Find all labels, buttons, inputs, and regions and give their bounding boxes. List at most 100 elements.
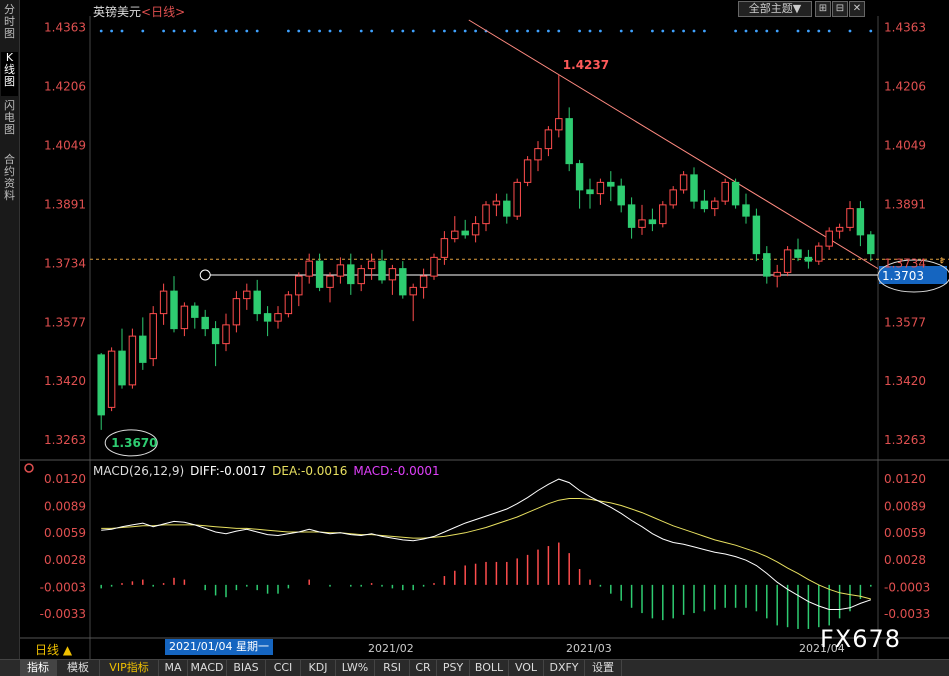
candle-body <box>752 215 761 255</box>
signal-dot <box>692 29 696 33</box>
tab-dxfy[interactable]: DXFY <box>544 660 585 676</box>
signal-dot <box>120 29 124 33</box>
candle-body <box>867 234 875 255</box>
candle-body <box>815 245 823 262</box>
signal-dot <box>328 29 332 33</box>
tab-cci[interactable]: CCI <box>266 660 301 676</box>
selected-date: 2021/01/04 星期一 <box>165 639 273 655</box>
macd-tick-label: 0.0059 <box>884 526 926 540</box>
macd-diff-line <box>101 478 871 610</box>
tab-bias[interactable]: BIAS <box>227 660 266 676</box>
current-price-highlight <box>877 259 949 293</box>
candle-body <box>835 226 844 232</box>
current-price-tag <box>879 266 947 284</box>
macd-tick-label: 0.0120 <box>884 472 926 486</box>
signal-dot <box>287 29 290 33</box>
tab-indicator[interactable]: 指标 <box>20 660 57 676</box>
tab-vol[interactable]: VOL <box>509 660 544 676</box>
macd-tick-label: 0.0059 <box>44 526 86 540</box>
signal-dot <box>765 29 769 33</box>
candle-body <box>367 260 376 270</box>
candle-body <box>659 204 667 225</box>
signal-dot <box>703 29 706 33</box>
macd-tick-label: -0.0003 <box>40 581 86 595</box>
signal-dot <box>235 29 238 33</box>
price-tick-label: 1.3734 <box>44 256 86 270</box>
current-price-label: 1.3703 <box>882 269 924 283</box>
date-label: 2021/04 <box>799 642 845 655</box>
signal-dot <box>432 29 436 33</box>
candle-body <box>731 181 740 206</box>
restore-icon[interactable]: ⊞ <box>815 1 831 17</box>
candle-body <box>191 305 199 318</box>
signal-dot <box>536 29 540 33</box>
tab-lw[interactable]: LW% <box>336 660 375 676</box>
candle-body <box>201 316 209 330</box>
signal-dot <box>183 29 186 33</box>
candle-body <box>679 174 688 191</box>
candle-body <box>825 230 833 247</box>
signal-dot <box>547 29 550 33</box>
candle-body <box>305 260 313 277</box>
signal-dot <box>671 29 675 33</box>
signal-dot <box>401 29 405 33</box>
candle-body <box>503 200 511 217</box>
tab-macd[interactable]: MACD <box>188 660 227 676</box>
tab-boll[interactable]: BOLL <box>470 660 509 676</box>
macd-settings-icon <box>24 463 34 473</box>
tab-rsi[interactable]: RSI <box>375 660 410 676</box>
signal-dot <box>651 29 654 33</box>
signal-dot <box>224 29 228 33</box>
signal-dot <box>141 29 145 33</box>
period-label[interactable]: <日线> <box>141 5 186 19</box>
candle-body <box>638 219 646 228</box>
candle-body <box>451 230 459 240</box>
signal-dot <box>172 29 176 33</box>
tab-ma[interactable]: MA <box>159 660 188 676</box>
indicator-bar: 指标 模板 VIP指标 MA MACD BIAS CCI KDJ LW% RSI… <box>0 659 949 676</box>
price-tick-label: 1.3734 <box>884 256 926 270</box>
theme-button[interactable]: 全部主题▼ <box>738 1 812 17</box>
tab-timeshare[interactable]: 分时图 <box>4 3 15 40</box>
close-icon[interactable]: ✕ <box>849 1 865 17</box>
signal-dot <box>630 29 633 33</box>
tab-kline[interactable]: K线图 <box>1 52 18 96</box>
tab-flash[interactable]: 闪电图 <box>4 99 15 136</box>
price-tick-label: 1.4363 <box>884 21 926 35</box>
signal-dot <box>99 29 103 33</box>
signal-dot <box>391 29 394 33</box>
high-price-label: 1.4237 <box>563 58 609 72</box>
support-line-anchor <box>199 269 211 281</box>
trend-line <box>468 19 879 270</box>
candle-body <box>253 290 261 315</box>
candle-body <box>482 204 490 225</box>
signal-dot <box>297 29 301 33</box>
signal-dot <box>682 29 685 33</box>
signal-dot <box>474 29 477 33</box>
candle-body <box>846 208 854 228</box>
signal-dot <box>505 29 509 33</box>
signal-dot <box>255 29 259 33</box>
candle-body <box>180 305 189 330</box>
tab-contract-info[interactable]: 合约资料 <box>4 153 15 202</box>
macd-tick-label: 0.0028 <box>884 553 926 567</box>
price-tick-label: 1.4206 <box>884 79 926 93</box>
candle-body <box>440 238 449 258</box>
tab-settings[interactable]: 设置 <box>585 660 622 676</box>
signal-dot <box>370 29 373 33</box>
maximize-icon[interactable]: ⊟ <box>832 1 848 17</box>
candle-body <box>107 350 116 408</box>
signal-dot <box>557 29 561 33</box>
tab-cr[interactable]: CR <box>410 660 437 676</box>
tab-psy[interactable]: PSY <box>437 660 470 676</box>
period-button[interactable]: 日线 ▲ <box>35 643 73 657</box>
candle-body <box>471 223 480 236</box>
candle-body <box>263 313 272 322</box>
candle-body <box>170 290 178 330</box>
tab-kdj[interactable]: KDJ <box>301 660 336 676</box>
candle-body <box>232 298 241 326</box>
candle-body <box>149 313 157 360</box>
tab-template[interactable]: 模板 <box>57 660 100 676</box>
tab-vip-indicator[interactable]: VIP指标 <box>100 660 159 676</box>
